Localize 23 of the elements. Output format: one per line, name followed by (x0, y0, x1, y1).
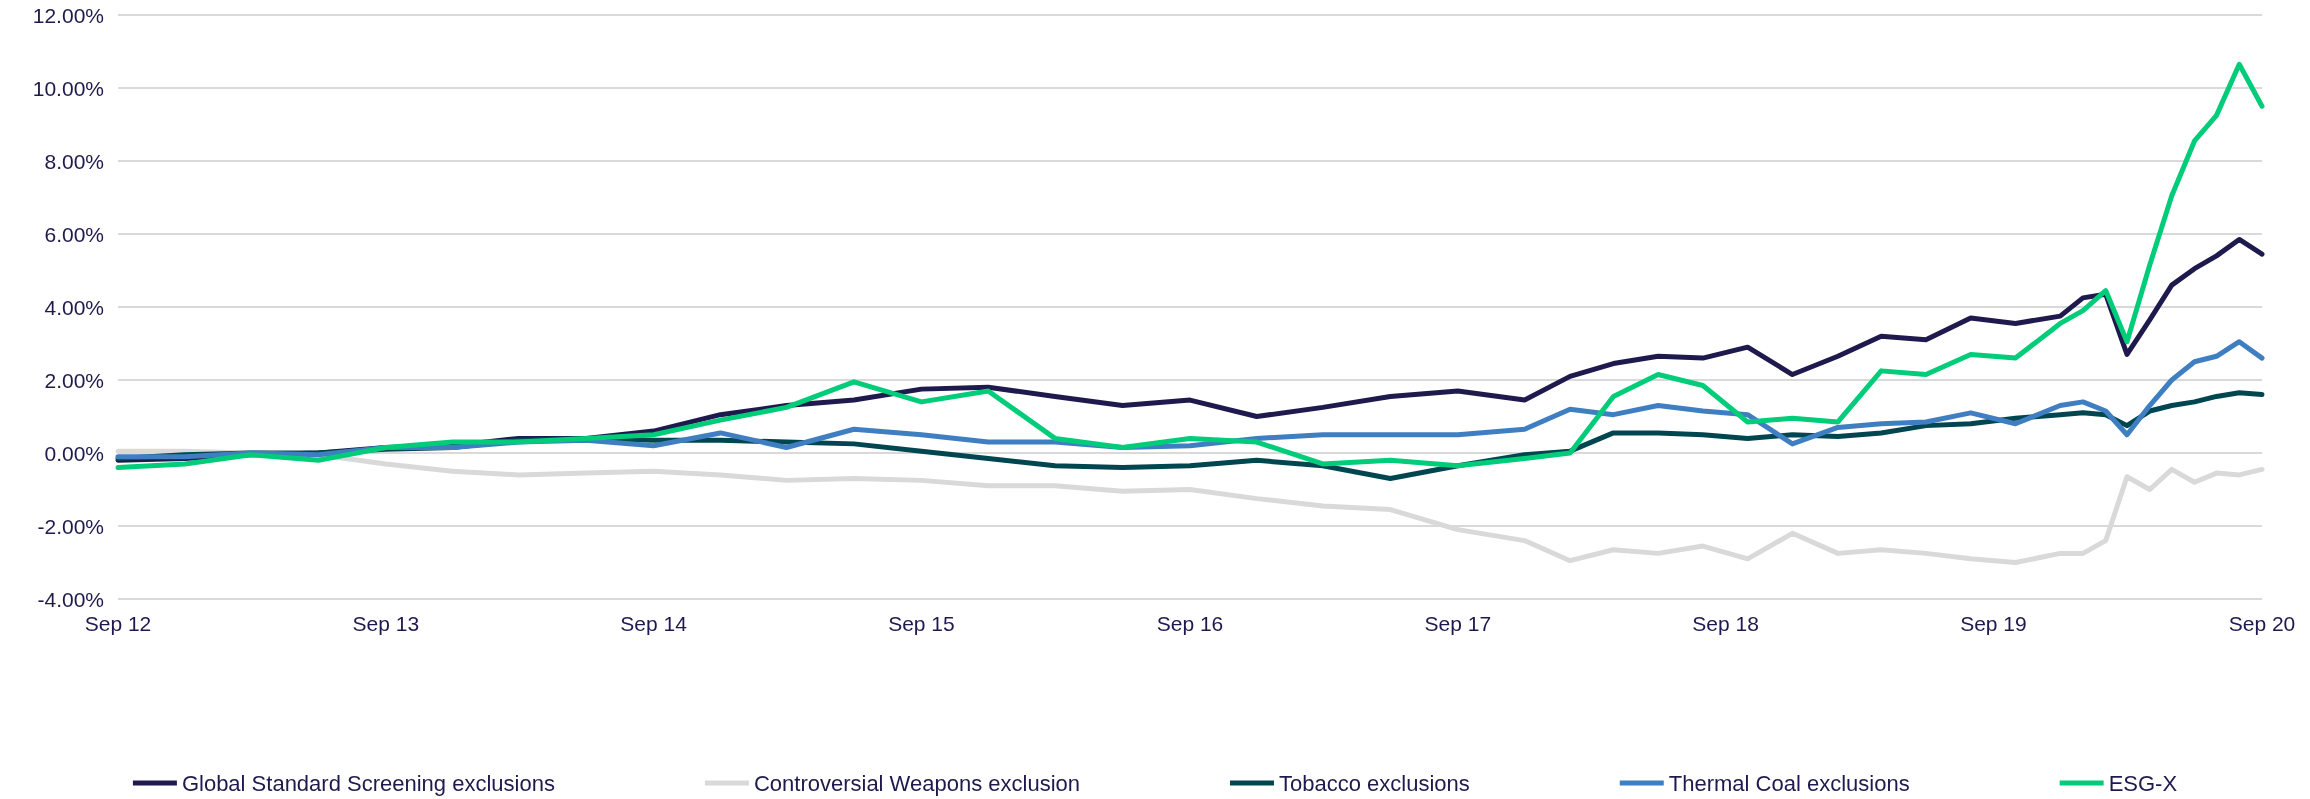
y-tick-label: -4.00% (37, 587, 104, 611)
y-tick-label: 8.00% (44, 149, 104, 173)
y-tick-label: 12.00% (32, 3, 104, 27)
legend-label: Tobacco exclusions (1278, 770, 1470, 796)
x-tick-label: Sep 13 (352, 612, 420, 635)
x-tick-label: Sep 15 (888, 612, 955, 635)
x-tick-label: Sep 12 (84, 612, 152, 635)
x-tick-label: Sep 16 (1156, 612, 1224, 635)
y-tick-label: 4.00% (44, 295, 104, 319)
x-tick-label: Sep 20 (2228, 612, 2296, 635)
x-tick-label: Sep 18 (1692, 612, 1759, 635)
x-tick-label: Sep 14 (620, 612, 688, 635)
legend-label: Controversial Weapons exclusion (753, 770, 1080, 796)
x-tick-label: Sep 17 (1424, 612, 1492, 635)
x-tick-label: Sep 19 (1960, 612, 2027, 635)
y-tick-label: 10.00% (32, 76, 104, 100)
y-tick-label: -2.00% (37, 514, 104, 538)
y-tick-label: 0.00% (44, 441, 104, 465)
y-tick-label: 6.00% (44, 222, 104, 246)
y-tick-label: 2.00% (44, 368, 104, 392)
legend-label: ESG-X (2108, 770, 2178, 796)
legend-label: Global Standard Screening exclusions (181, 770, 555, 796)
legend-label: Thermal Coal exclusions (1668, 770, 1910, 796)
